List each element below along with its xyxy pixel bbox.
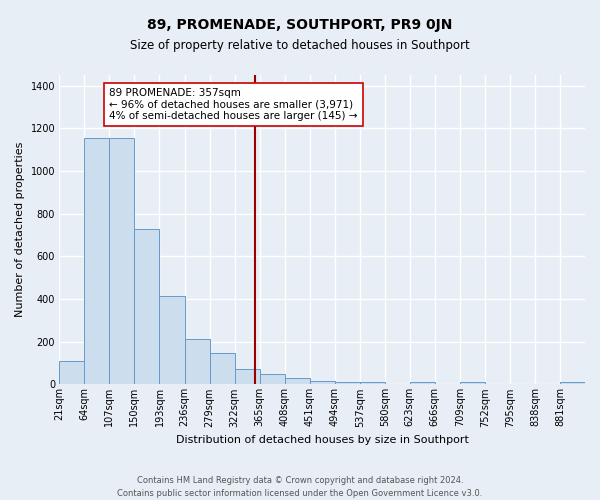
Bar (284, 378, 310, 384)
Bar (360, 382, 385, 384)
Bar (160, 296, 185, 384)
Text: 89 PROMENADE: 357sqm
← 96% of detached houses are smaller (3,971)
4% of semi-det: 89 PROMENADE: 357sqm ← 96% of detached h… (109, 88, 358, 121)
Bar (109, 138, 134, 384)
Bar (235, 370, 260, 384)
Bar (209, 353, 235, 384)
Bar (310, 380, 335, 384)
Bar (335, 382, 360, 384)
Text: Contains HM Land Registry data © Crown copyright and database right 2024.
Contai: Contains HM Land Registry data © Crown c… (118, 476, 482, 498)
Bar (59, 362, 85, 384)
Bar (410, 382, 435, 384)
Bar (85, 138, 109, 384)
Bar (134, 228, 160, 384)
Y-axis label: Number of detached properties: Number of detached properties (15, 142, 25, 318)
Text: 89, PROMENADE, SOUTHPORT, PR9 0JN: 89, PROMENADE, SOUTHPORT, PR9 0JN (148, 18, 452, 32)
Bar (185, 338, 209, 384)
Bar (560, 382, 585, 384)
Bar (460, 382, 485, 384)
Text: Size of property relative to detached houses in Southport: Size of property relative to detached ho… (130, 39, 470, 52)
Bar (260, 374, 284, 384)
X-axis label: Distribution of detached houses by size in Southport: Distribution of detached houses by size … (176, 435, 469, 445)
